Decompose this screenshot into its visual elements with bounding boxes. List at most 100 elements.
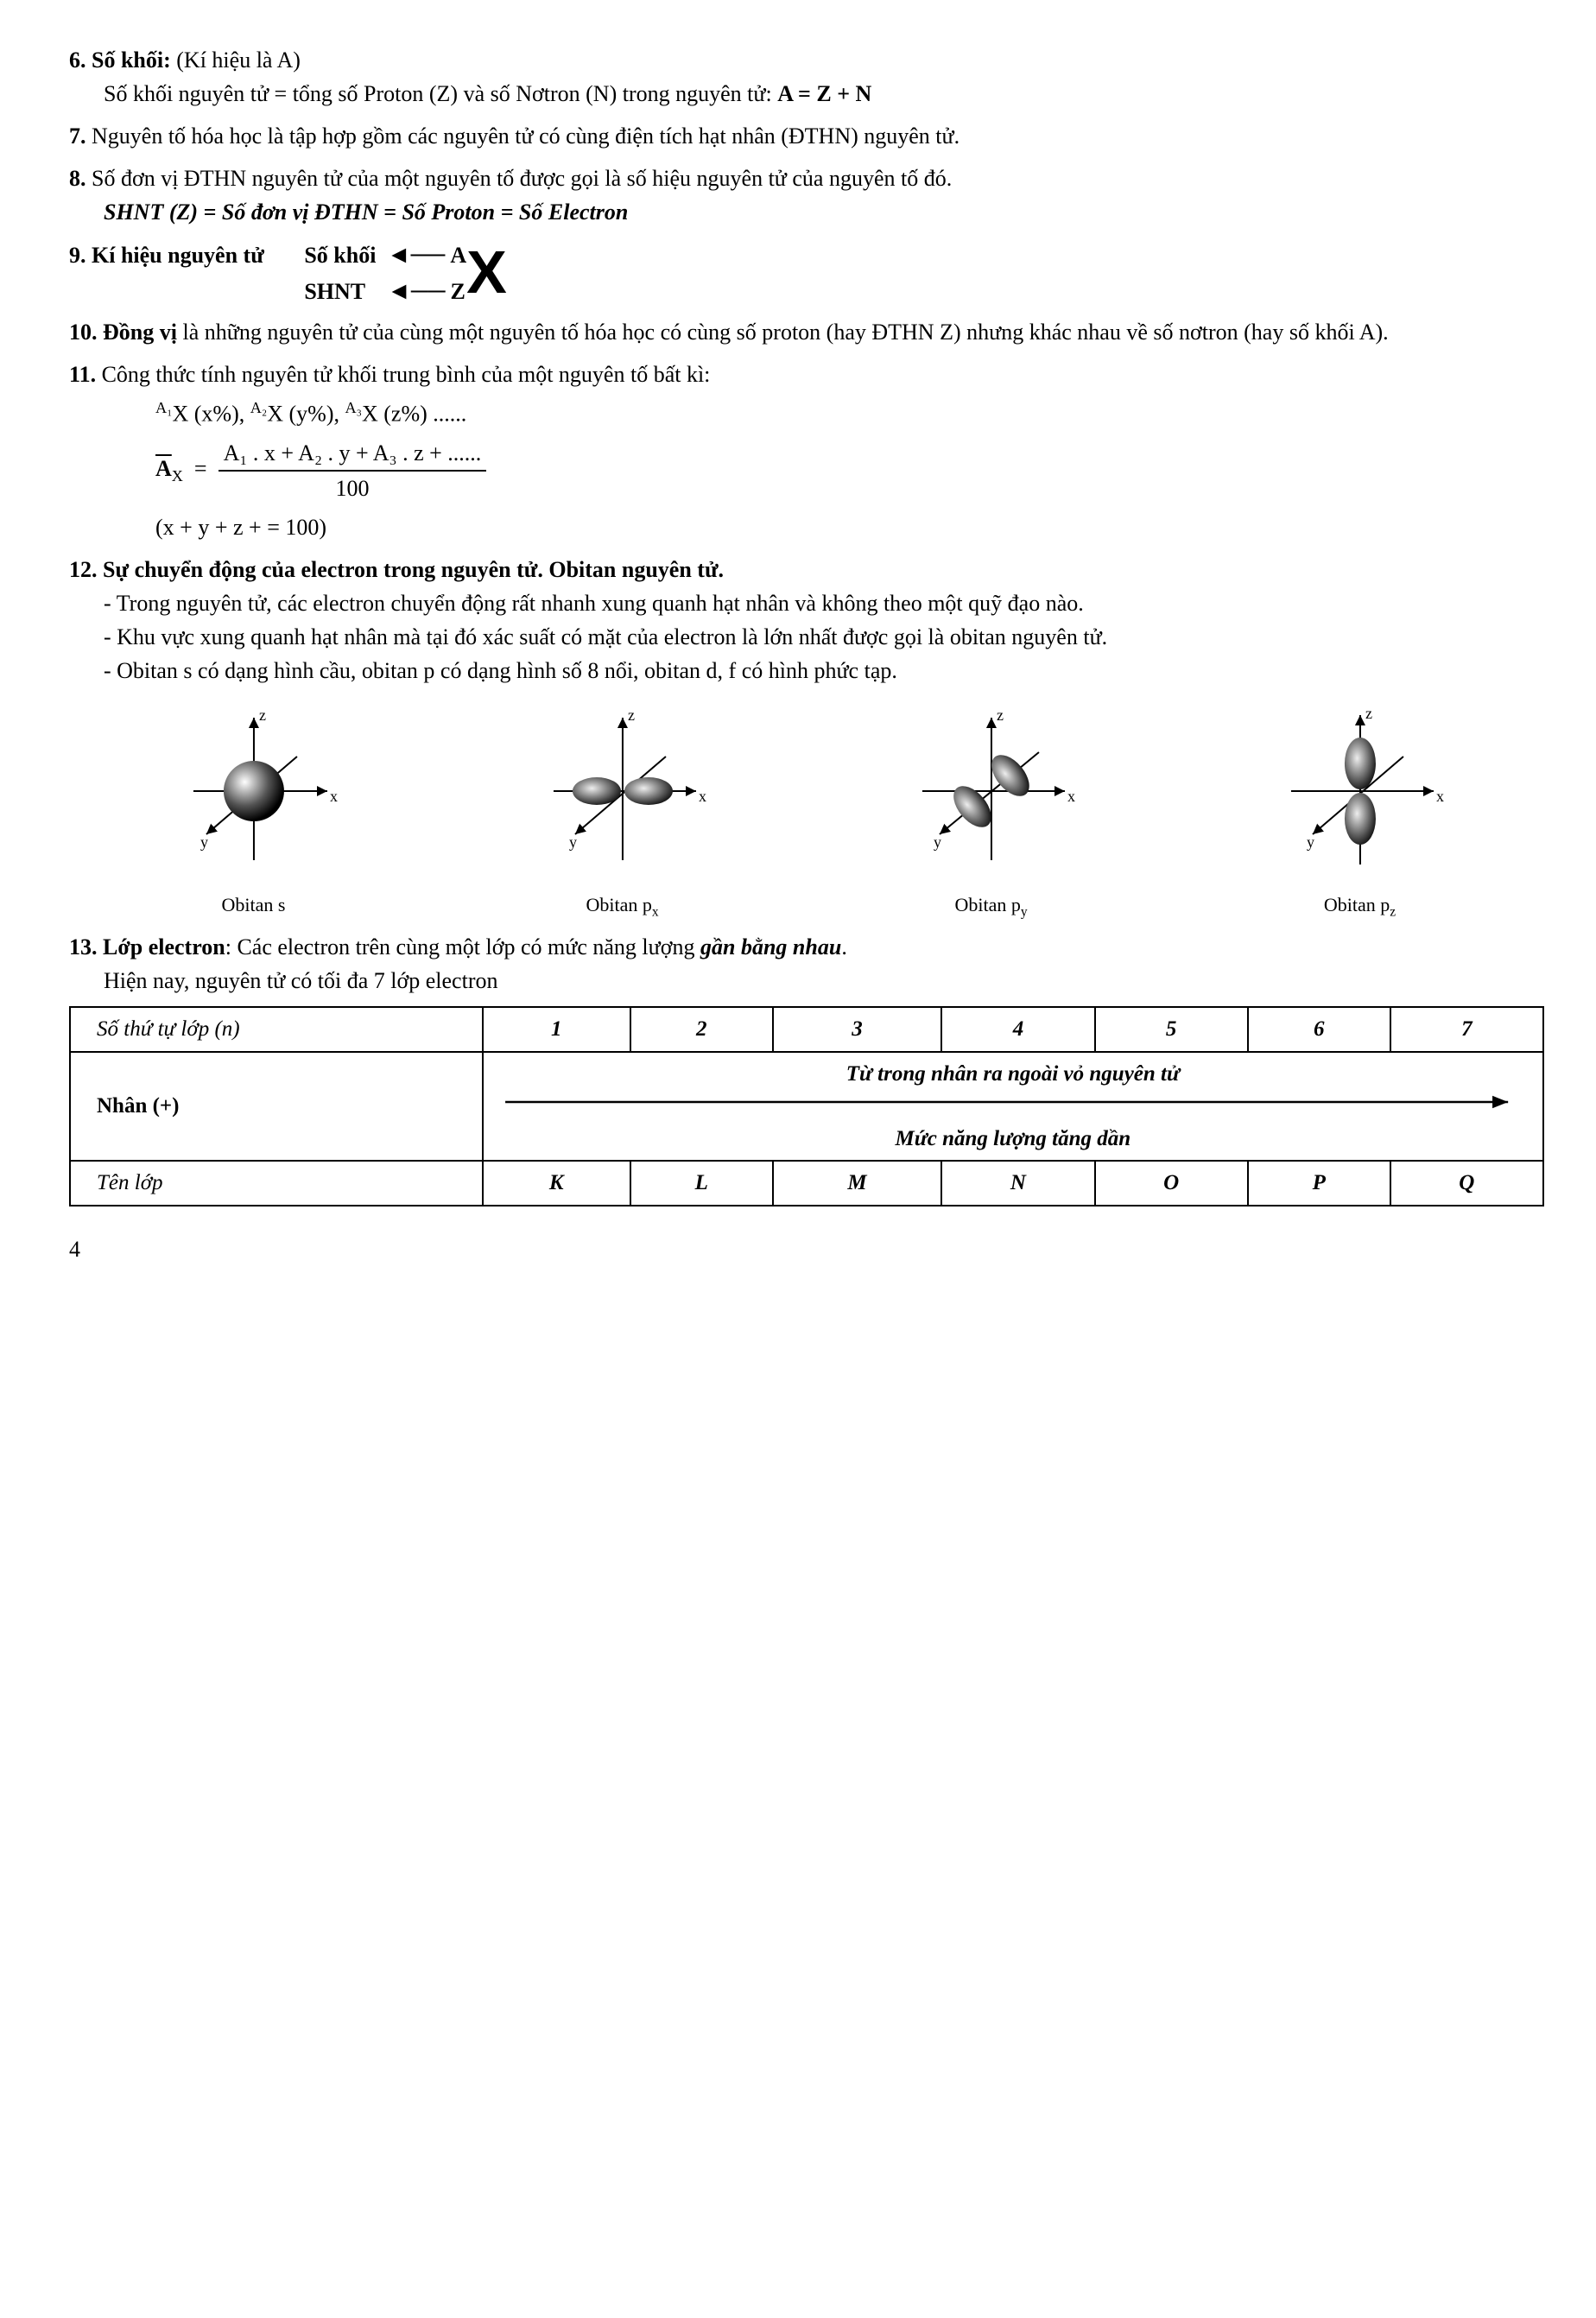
item-11-num: 11.	[69, 362, 96, 387]
item-13-num: 13.	[69, 934, 98, 960]
item-12: 12. Sự chuyển động của electron trong ng…	[69, 553, 1544, 687]
item-11-text: Công thức tính nguyên tử khối trung bình…	[102, 362, 711, 387]
orbital-s: z x y Obitan s	[77, 705, 431, 922]
label-atomic-number: SHNT	[304, 279, 364, 304]
svg-text:z: z	[1365, 705, 1372, 722]
item-6-body: Số khối nguyên tử = tổng số Proton (Z) v…	[69, 77, 1544, 111]
svg-text:y: y	[569, 833, 577, 851]
row2-line1: Từ trong nhân ra ngoài vỏ nguyên tử	[492, 1058, 1534, 1091]
item-7: 7. Nguyên tố hóa học là tập hợp gồm các …	[69, 119, 1544, 153]
cell-P: P	[1248, 1161, 1390, 1206]
cell-n5: 5	[1095, 1007, 1248, 1052]
item-12-p2: - Khu vực xung quanh hạt nhân mà tại đó …	[69, 620, 1544, 654]
svg-text:z: z	[997, 706, 1004, 724]
atomic-notation: Số khối ◄──A SHNT ◄──Z X	[304, 238, 506, 307]
orbital-py-label: Obitan py	[814, 890, 1168, 922]
svg-text:x: x	[1067, 788, 1075, 805]
item-13-sub: Hiện nay, nguyên tử có tối đa 7 lớp elec…	[69, 964, 1544, 998]
svg-text:z: z	[259, 706, 266, 724]
svg-text:x: x	[699, 788, 706, 805]
item-13-title: Lớp electron	[103, 934, 225, 960]
row3-label: Tên lớp	[70, 1161, 483, 1206]
table-row: Tên lớp K L M N O P Q	[70, 1161, 1543, 1206]
item-7-text: Nguyên tố hóa học là tập hợp gồm các ngu…	[92, 124, 960, 149]
item-6-title: Số khối:	[92, 48, 171, 73]
orbital-pz-svg: z x y	[1183, 705, 1537, 877]
cell-M: M	[773, 1161, 942, 1206]
table-row: Số thứ tự lớp (n) 1 2 3 4 5 6 7	[70, 1007, 1543, 1052]
label-mass-number: Số khối	[304, 243, 376, 268]
item-13: 13. Lớp electron: Các electron trên cùng…	[69, 930, 1544, 998]
symbol-Z: Z	[451, 279, 466, 304]
orbital-s-label: Obitan s	[77, 890, 431, 919]
cell-n2: 2	[630, 1007, 773, 1052]
item-13-emph: gần bằng nhau	[700, 934, 841, 960]
item-11-avg-formula: AX = A₁ . x + A₂ . y + A₃ . z + ...... 1…	[69, 436, 1544, 505]
orbital-pz: z x y Obitan pz	[1183, 705, 1537, 922]
avg-Ax-sub: X	[172, 467, 183, 484]
cell-N: N	[941, 1161, 1094, 1206]
arrow-left-icon: ◄──	[387, 242, 445, 269]
item-10-text: là những nguyên tử của cùng một nguyên t…	[177, 320, 1389, 345]
cell-K: K	[483, 1161, 630, 1206]
item-6: 6. Số khối: (Kí hiệu là A) Số khối nguyê…	[69, 43, 1544, 111]
item-6-eq: A = Z + N	[777, 81, 871, 106]
svg-text:y: y	[200, 833, 208, 851]
cell-n6: 6	[1248, 1007, 1390, 1052]
orbital-diagrams: z x y Obitan s z x y Obitan px	[69, 705, 1544, 922]
item-6-line2: Số khối nguyên tử = tổng số Proton (Z) v…	[104, 81, 772, 106]
item-6-num: 6.	[69, 48, 86, 73]
row2-label: Nhân (+)	[70, 1052, 483, 1162]
item-13-text: : Các electron trên cùng một lớp có mức …	[225, 934, 700, 960]
item-8: 8. Số đơn vị ĐTHN nguyên tử của một nguy…	[69, 162, 1544, 229]
fraction-numerator: A₁ . x + A₂ . y + A₃ . z + ......	[218, 436, 487, 472]
item-12-title: Sự chuyển động của electron trong nguyên…	[103, 557, 724, 582]
orbital-px: z x y Obitan px	[446, 705, 800, 922]
item-11: 11. Công thức tính nguyên tử khối trung …	[69, 358, 1544, 544]
cell-O: O	[1095, 1161, 1248, 1206]
long-arrow-icon	[492, 1092, 1534, 1112]
item-7-num: 7.	[69, 124, 86, 149]
electron-shell-table: Số thứ tự lớp (n) 1 2 3 4 5 6 7 Nhân (+)…	[69, 1006, 1544, 1206]
item-11-isotopes: A₁X (x%), A₂X (y%), A₃X (z%) ......	[69, 396, 1544, 431]
item-9-title: Kí hiệu nguyên tử	[92, 243, 264, 268]
item-12-p3: - Obitan s có dạng hình cầu, obitan p có…	[69, 654, 1544, 687]
svg-text:z: z	[628, 706, 635, 724]
orbital-py: z x y Obitan py	[814, 705, 1168, 922]
item-8-formula: SHNT (Z) = Số đơn vị ĐTHN = Số Proton = …	[69, 195, 1544, 229]
item-12-p1: - Trong nguyên tử, các electron chuyển đ…	[69, 586, 1544, 620]
item-9: 9. Kí hiệu nguyên tử Số khối ◄──A SHNT ◄…	[69, 238, 1544, 307]
item-12-num: 12.	[69, 557, 98, 582]
fraction-denominator: 100	[218, 472, 487, 505]
item-10-title: Đồng vị	[103, 320, 177, 345]
svg-text:x: x	[330, 788, 338, 805]
orbital-px-svg: z x y	[446, 705, 800, 877]
item-10-num: 10.	[69, 320, 98, 345]
fraction: A₁ . x + A₂ . y + A₃ . z + ...... 100	[218, 436, 487, 505]
svg-text:y: y	[934, 833, 941, 851]
svg-text:y: y	[1307, 833, 1314, 851]
cell-n4: 4	[941, 1007, 1094, 1052]
orbital-py-svg: z x y	[814, 705, 1168, 877]
row2-content: Từ trong nhân ra ngoài vỏ nguyên tử Mức …	[483, 1052, 1543, 1162]
item-8-num: 8.	[69, 166, 86, 191]
cell-n1: 1	[483, 1007, 630, 1052]
cell-n3: 3	[773, 1007, 942, 1052]
item-9-num: 9.	[69, 243, 86, 268]
page-number: 4	[69, 1232, 1544, 1266]
row2-line2: Mức năng lượng tăng dần	[492, 1123, 1534, 1156]
orbital-px-label: Obitan px	[446, 890, 800, 922]
symbol-A: A	[450, 243, 466, 268]
item-6-paren: (Kí hiệu là A)	[176, 48, 301, 73]
item-10: 10. Đồng vị là những nguyên tử của cùng …	[69, 315, 1544, 349]
item-11-constraint: (x + y + z + = 100)	[69, 510, 1544, 544]
row1-label: Số thứ tự lớp (n)	[70, 1007, 483, 1052]
orbital-pz-label: Obitan pz	[1183, 890, 1537, 922]
orbital-s-svg: z x y	[77, 705, 431, 877]
arrow-left-icon: ◄──	[387, 278, 445, 305]
cell-L: L	[630, 1161, 773, 1206]
element-symbol-X: X	[466, 242, 507, 302]
cell-n7: 7	[1390, 1007, 1543, 1052]
cell-Q: Q	[1390, 1161, 1543, 1206]
svg-text:x: x	[1436, 788, 1444, 805]
